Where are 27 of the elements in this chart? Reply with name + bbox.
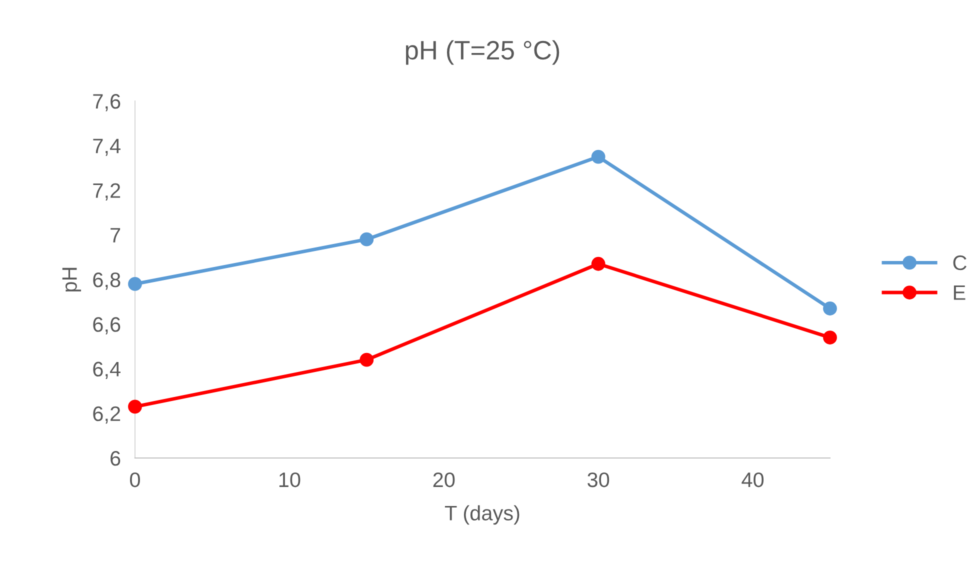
y-tick-label: 7: [110, 228, 120, 242]
y-tick-label: 7,2: [93, 183, 120, 200]
y-tick-label: 6,6: [93, 317, 120, 334]
point: [128, 400, 142, 414]
point: [591, 150, 606, 164]
y-axis-title: pH: [62, 268, 82, 292]
y-tick-label: 6,4: [93, 362, 121, 379]
point: [360, 352, 374, 367]
x-axis-title: T (days): [444, 505, 520, 525]
y-tick-label: 7,6: [93, 94, 120, 112]
point: [591, 256, 606, 271]
x-tick-label: 20: [433, 472, 455, 488]
point: [128, 277, 142, 291]
point: [823, 302, 837, 316]
point: [360, 232, 374, 246]
x-tick-label: 0: [130, 472, 140, 488]
x-tick-label: 10: [279, 472, 300, 488]
point: [823, 330, 837, 344]
x-tick-label: 40: [742, 472, 764, 488]
x-tick-label: 30: [588, 472, 610, 488]
y-tick-label: 6,2: [93, 406, 120, 424]
chart-title: pH (T=25 °C): [406, 40, 560, 65]
y-tick-label: 6: [110, 451, 120, 466]
y-tick-label: 7,4: [93, 138, 121, 156]
legend-label: C: [953, 255, 966, 270]
legend-label: E: [954, 285, 966, 300]
y-tick-label: 6,8: [93, 272, 120, 290]
